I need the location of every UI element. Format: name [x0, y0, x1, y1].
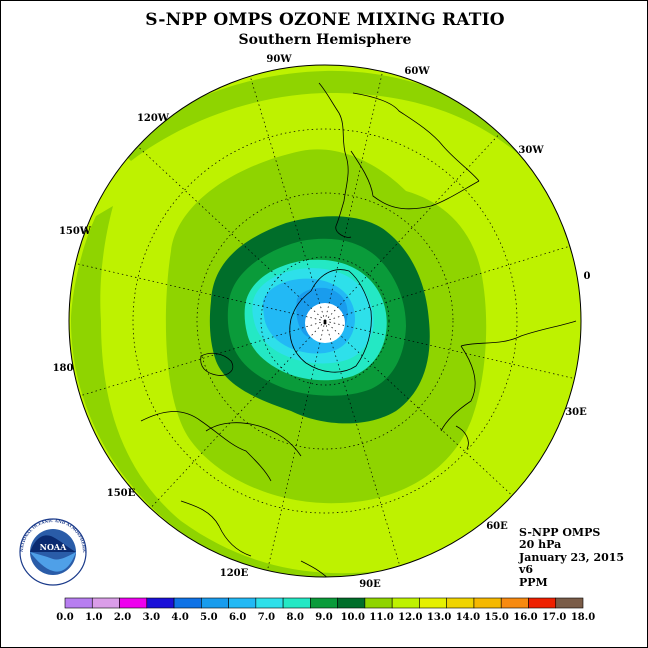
colorbar-tick-label: 17.0: [542, 612, 566, 623]
colorbar-swatch: [228, 597, 257, 609]
colorbar-swatch: [91, 597, 120, 609]
lon-label-60e: 60E: [486, 521, 508, 532]
colorbar-swatch: [255, 597, 284, 609]
colorbar-swatch: [473, 597, 502, 609]
lon-label-0: 0: [584, 271, 591, 282]
page-title: S-NPP OMPS OZONE MIXING RATIO: [145, 10, 505, 30]
colorbar-tick-label: 9.0: [315, 612, 332, 623]
info-level: 20 hPa: [519, 538, 562, 552]
coastlines: [140, 82, 577, 577]
lon-label-120w: 120W: [137, 113, 170, 124]
colorbar-swatch: [64, 597, 93, 609]
lon-label-30e: 30E: [565, 407, 587, 418]
colorbar-tick-label: 7.0: [258, 612, 275, 623]
lon-label-90e: 90E: [359, 579, 381, 590]
colorbar-tick-label: 3.0: [143, 612, 160, 623]
colorbar-swatch: [391, 597, 420, 609]
colorbar: 0.0 1.0 2.0 3.0 4.0 5.0 6.0 7.0 8.0 9.0 10.0 11.0 12…: [56, 597, 595, 623]
map-boundary: [68, 64, 582, 578]
info-version: v6: [519, 563, 534, 577]
lon-label-150w: 150W: [59, 226, 92, 237]
lon-label-30w: 30W: [518, 145, 544, 156]
latitude-circles: [132, 128, 518, 514]
colorbar-tick-label: 15.0: [484, 612, 508, 623]
south-pole-marker: [323, 321, 327, 325]
colorbar-tick-label: 13.0: [427, 612, 451, 623]
longitude-labels: 90W 60W 30W 0 30E 60E 90E 120E 150E 180 …: [53, 54, 591, 590]
lon-label-180: 180: [53, 363, 74, 374]
lon-label-90w: 90W: [266, 54, 292, 65]
colorbar-tick-label: 10.0: [341, 612, 365, 623]
colorbar-swatch: [310, 597, 338, 609]
colorbar-tick-label: 4.0: [171, 612, 188, 623]
colorbar-tick-label: 14.0: [456, 612, 480, 623]
colorbar-tick-label: 18.0: [571, 612, 595, 623]
colorbar-tick-label: 12.0: [398, 612, 422, 623]
page-subtitle: Southern Hemisphere: [238, 32, 412, 48]
lon-label-150e: 150E: [107, 488, 136, 499]
contour-rim-band-top: [121, 70, 551, 176]
info-instrument: S-NPP OMPS: [519, 526, 601, 539]
colorbar-tick-label: 8.0: [287, 612, 304, 623]
noaa-logo-text: NOAA: [40, 542, 67, 552]
lon-label-120e: 120E: [220, 568, 249, 579]
colorbar-swatch: [446, 597, 475, 609]
colorbar-tick-label: 11.0: [369, 612, 393, 623]
lon-label-60w: 60W: [404, 66, 430, 77]
colorbar-swatch: [500, 597, 529, 609]
colorbar-swatch: [528, 597, 557, 609]
info-units: PPM: [519, 575, 548, 589]
colorbar-tick-label: 6.0: [229, 612, 246, 623]
colorbar-tick-label: 16.0: [513, 612, 537, 623]
colorbar-swatch: [419, 597, 447, 609]
colorbar-swatch: [364, 597, 393, 609]
colorbar-swatch: [555, 597, 584, 609]
colorbar-tick-label: 5.0: [200, 612, 217, 623]
colorbar-swatch: [119, 597, 148, 609]
colorbar-tick-label: 2.0: [114, 612, 131, 623]
colorbar-tick-label: 0.0: [56, 612, 73, 623]
colorbar-swatch: [146, 597, 175, 609]
colorbar-swatch: [173, 597, 202, 609]
colorbar-swatch: [337, 597, 366, 609]
colorbar-swatch: [201, 597, 229, 609]
colorbar-tick-label: 1.0: [85, 612, 102, 623]
colorbar-swatch: [282, 597, 311, 609]
info-block: S-NPP OMPS 20 hPa January 23, 2015 v6 PP…: [519, 526, 625, 589]
info-date: January 23, 2015: [519, 550, 625, 564]
